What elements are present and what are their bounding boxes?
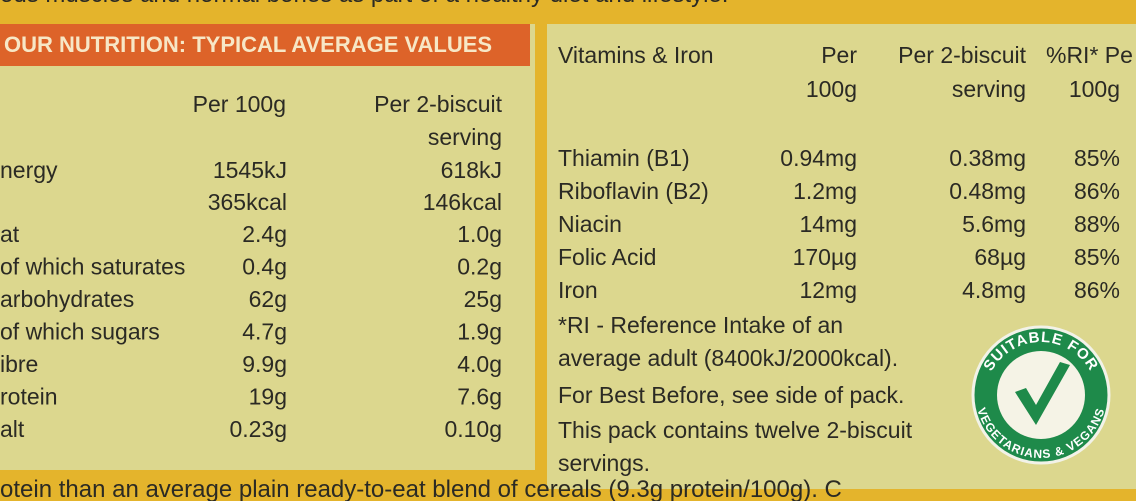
nutrient-label: of which saturates [0, 254, 185, 280]
vitamin-value: 86% [1074, 277, 1120, 303]
nutrition-header [0, 24, 530, 66]
value-per-serving: 1.9g [457, 319, 502, 345]
vitamin-value: 0.38mg [949, 145, 1026, 171]
note: *RI - Reference Intake of an [558, 312, 843, 338]
bottom-text: otein than an average plain ready-to-eat… [0, 476, 842, 501]
vitamins-title: Vitamins & Iron [558, 42, 714, 68]
vitamin-label: Iron [558, 277, 598, 303]
vitamin-value: 88% [1074, 211, 1120, 237]
col-header: Per 2-biscuit [374, 91, 502, 117]
note: servings. [558, 450, 650, 476]
value-per-serving: 7.6g [457, 384, 502, 410]
badge-inner [997, 351, 1085, 439]
vitamin-value: 1.2mg [793, 178, 857, 204]
vitamin-value: 4.8mg [962, 277, 1026, 303]
value-per-serving: 4.0g [457, 351, 502, 377]
nutrition-rows: nergy 1545kJ 618kJ 365kcal 146kcal at 2.4g 1.0g… [0, 157, 502, 442]
note: This pack contains twelve 2-biscuit [558, 417, 913, 443]
vitamin-value: 0.48mg [949, 178, 1026, 204]
value-per-serving: 25g [464, 286, 502, 312]
nutrient-label: nergy [0, 157, 58, 183]
vitamin-value: 85% [1074, 145, 1120, 171]
nutrition-title: OUR NUTRITION: TYPICAL AVERAGE VALUES [4, 32, 492, 57]
value-per-serving: 0.2g [457, 254, 502, 280]
nutrient-label: of which sugars [0, 319, 160, 345]
vitamin-value: 14mg [799, 211, 857, 237]
value-per-100g: 2.4g [242, 221, 287, 247]
value-per-100g: 1545kJ [213, 157, 287, 183]
nutrient-label: at [0, 221, 20, 247]
col-header: serving [952, 76, 1026, 102]
nutrient-label: alt [0, 416, 25, 442]
value-per-100g: 19g [249, 384, 287, 410]
value-per-100g: 0.23g [229, 416, 287, 442]
value-per-100g: 62g [249, 286, 287, 312]
value-per-serving: 0.10g [444, 416, 502, 442]
nutrient-label: ibre [0, 351, 38, 377]
top-text: ods muscles and normal bones as part of … [0, 0, 728, 8]
vitamin-label: Folic Acid [558, 244, 656, 270]
value-per-100g: 365kcal [208, 189, 287, 215]
col-header: 100g [806, 76, 857, 102]
value-per-100g: 9.9g [242, 351, 287, 377]
col-header: serving [428, 124, 502, 150]
value-per-100g: 4.7g [242, 319, 287, 345]
vitamin-value: 85% [1074, 244, 1120, 270]
vitamin-value: 0.94mg [780, 145, 857, 171]
nutrition-panel [0, 24, 535, 470]
col-header: %RI* Pe [1046, 42, 1133, 68]
badge-check [1015, 362, 1070, 425]
col-header: Per 100g [193, 91, 286, 117]
value-per-serving: 146kcal [423, 189, 502, 215]
value-per-100g: 0.4g [242, 254, 287, 280]
vitamin-label: Riboflavin (B2) [558, 178, 709, 204]
col-header: Per [821, 42, 857, 68]
vitamin-value: 68µg [974, 244, 1026, 270]
vitamin-rows: Thiamin (B1) 0.94mg 0.38mg 85% Riboflavin (B… [558, 145, 1120, 303]
nutrient-label: arbohydrates [0, 286, 134, 312]
vitamin-label: Thiamin (B1) [558, 145, 690, 171]
note: average adult (8400kJ/2000kcal). [558, 345, 898, 371]
vitamin-value: 5.6mg [962, 211, 1026, 237]
nutrient-label: rotein [0, 384, 58, 410]
col-header: 100g [1069, 76, 1120, 102]
value-per-serving: 618kJ [441, 157, 502, 183]
vitamin-value: 12mg [799, 277, 857, 303]
vitamin-value: 170µg [793, 244, 857, 270]
vitamin-value: 86% [1074, 178, 1120, 204]
note: For Best Before, see side of pack. [558, 382, 904, 408]
vegan-badge: SUITABLE FOR VEGETARIANS & VEGANS [971, 325, 1111, 465]
value-per-serving: 1.0g [457, 221, 502, 247]
vitamin-label: Niacin [558, 211, 622, 237]
col-header: Per 2-biscuit [898, 42, 1026, 68]
